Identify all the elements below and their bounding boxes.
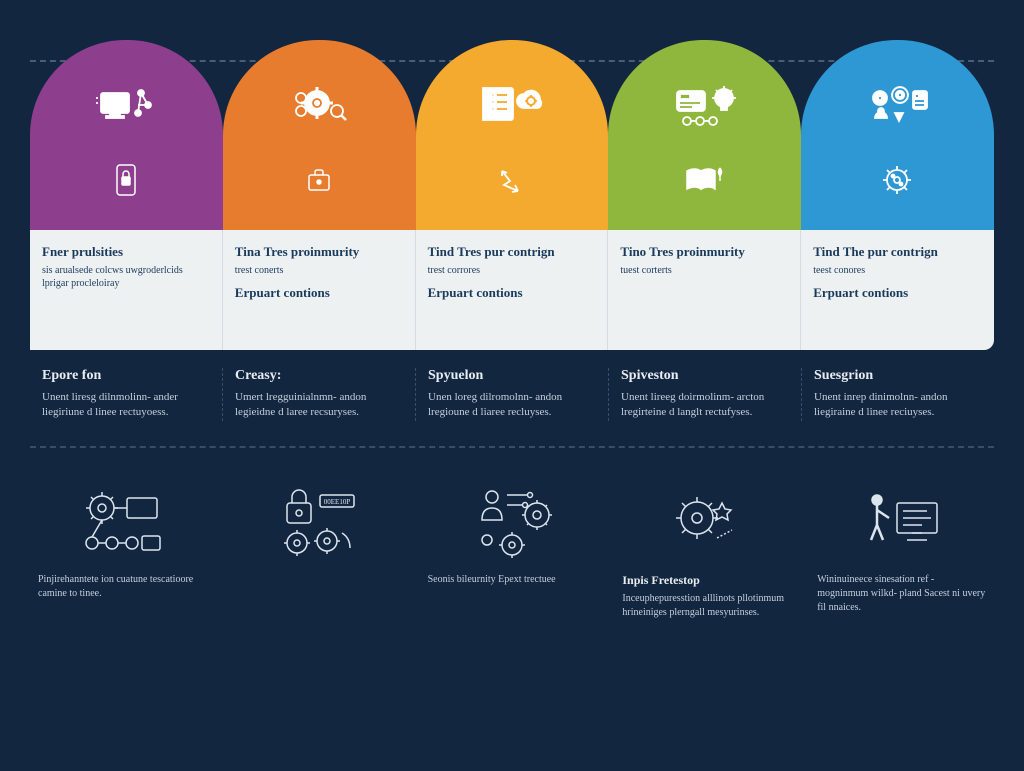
mid-title: Spyuelon — [428, 368, 596, 384]
arch-row: Fner prulsities sis arualsede colcws uwg… — [0, 0, 1024, 350]
book-plant-icon — [682, 160, 727, 200]
card-title: Tino Tres proinmurity — [620, 244, 788, 260]
mid-col-3: Spyuelon Unen loreg dilromolnn- andon lr… — [416, 368, 609, 421]
card-sub: trest conerts — [235, 264, 403, 277]
svg-text:00EE10P: 00EE10P — [324, 498, 351, 506]
mid-desc: Unent inrep dinimolnn- andon liegiraine … — [814, 390, 982, 421]
gear-chain-icon — [38, 483, 207, 563]
person-screen-icon — [817, 483, 986, 563]
mid-desc: Umert lregguinialnmn- andon legieidne d … — [235, 390, 403, 421]
lock-gears-icon: 00EE10P — [233, 483, 402, 563]
gear-search-icon — [289, 80, 349, 130]
card-title: Tind Tres pur contrign — [428, 244, 596, 260]
card-title: Tind The pur contrign — [813, 244, 982, 260]
mid-title: Epore fon — [42, 368, 210, 384]
monitor-network-icon — [96, 80, 156, 130]
card-sub: trest corrores — [428, 264, 596, 277]
arch-1 — [30, 40, 223, 230]
card-body-3: Tind Tres pur contrign trest corrores Er… — [416, 230, 609, 350]
arch-2 — [223, 40, 416, 230]
arch-card-3: Tind Tres pur contrign trest corrores Er… — [416, 40, 609, 350]
mid-desc: Unen loreg dilromolnn- andon lregioune d… — [428, 390, 596, 421]
mid-title: Creasy: — [235, 368, 403, 384]
card-action: Erpuart contions — [428, 285, 596, 301]
bot-col-5: Wininuineece sinesatíon ref - mogninmum … — [809, 483, 994, 620]
arch-card-1: Fner prulsities sis arualsede colcws uwg… — [30, 40, 223, 350]
lock-phone-icon — [111, 160, 141, 200]
card-sub: tuest corterts — [620, 264, 788, 277]
mid-col-2: Creasy: Umert lregguinialnmn- andon legi… — [223, 368, 416, 421]
card-bulb-icon — [672, 80, 737, 130]
card-sub: teest conores — [813, 264, 982, 277]
mid-row: Epore fon Unent liresg dilnmolinn- ander… — [0, 350, 1024, 421]
arch-card-5: Tind The pur contrign teest conores Erpu… — [801, 40, 994, 350]
card-action: Erpuart contions — [813, 285, 982, 301]
bot-desc: Inceuphepuresstion alllinots pllotinmum … — [622, 592, 791, 620]
card-action: Erpuart contions — [235, 285, 403, 301]
horizontal-divider — [30, 446, 994, 448]
gear-shapes-icon — [865, 80, 930, 130]
bot-title: Inpis Fretestop — [622, 573, 791, 588]
bot-col-4: Inpis Fretestop Inceuphepuresstion allli… — [614, 483, 799, 620]
arch-5 — [801, 40, 994, 230]
card-title: Fner prulsities — [42, 244, 210, 260]
arch-card-2: Tina Tres proinmurity trest conerts Erpu… — [223, 40, 416, 350]
card-body-5: Tind The pur contrign teest conores Erpu… — [801, 230, 994, 350]
bot-desc: Wininuineece sinesatíon ref - mogninmum … — [817, 573, 986, 615]
mid-col-5: Suesgrion Unent inrep dinimolnn- andon l… — [802, 368, 994, 421]
card-sub: sis arualsede colcws uwgroderlcids lprig… — [42, 264, 210, 290]
checklist-cloud-icon — [479, 80, 544, 130]
arch-4 — [608, 40, 801, 230]
card-title: Tina Tres proinmurity — [235, 244, 403, 260]
card-body-1: Fner prulsities sis arualsede colcws uwg… — [30, 230, 223, 350]
arrows-icon — [494, 160, 529, 200]
mid-title: Spiveston — [621, 368, 789, 384]
gear-outline-icon — [880, 160, 915, 200]
mid-col-1: Epore fon Unent liresg dilnmolinn- ander… — [30, 368, 223, 421]
bot-desc: Pinjirehanntete ion cuatune tescatioore … — [38, 573, 207, 601]
card-body-4: Tino Tres proinmurity tuest corterts — [608, 230, 801, 350]
briefcase-icon — [304, 160, 334, 200]
bottom-row: Pinjirehanntete ion cuatune tescatioore … — [0, 473, 1024, 620]
bot-col-2: 00EE10P — [225, 483, 410, 620]
bot-col-3: Seonis bileurnity Epext trectuee — [420, 483, 605, 620]
gear-star-icon — [622, 483, 791, 563]
arch-3 — [416, 40, 609, 230]
mid-desc: Unent liresg dilnmolinn- ander liegiriun… — [42, 390, 210, 421]
mid-desc: Unent lireeg doirmolinm- arcton lregirte… — [621, 390, 789, 421]
mid-title: Suesgrion — [814, 368, 982, 384]
person-gear-icon — [428, 483, 597, 563]
bot-col-1: Pinjirehanntete ion cuatune tescatioore … — [30, 483, 215, 620]
mid-col-4: Spiveston Unent lireeg doirmolinm- arcto… — [609, 368, 802, 421]
bot-desc: Seonis bileurnity Epext trectuee — [428, 573, 597, 587]
card-body-2: Tina Tres proinmurity trest conerts Erpu… — [223, 230, 416, 350]
arch-card-4: Tino Tres proinmurity tuest corterts — [608, 40, 801, 350]
